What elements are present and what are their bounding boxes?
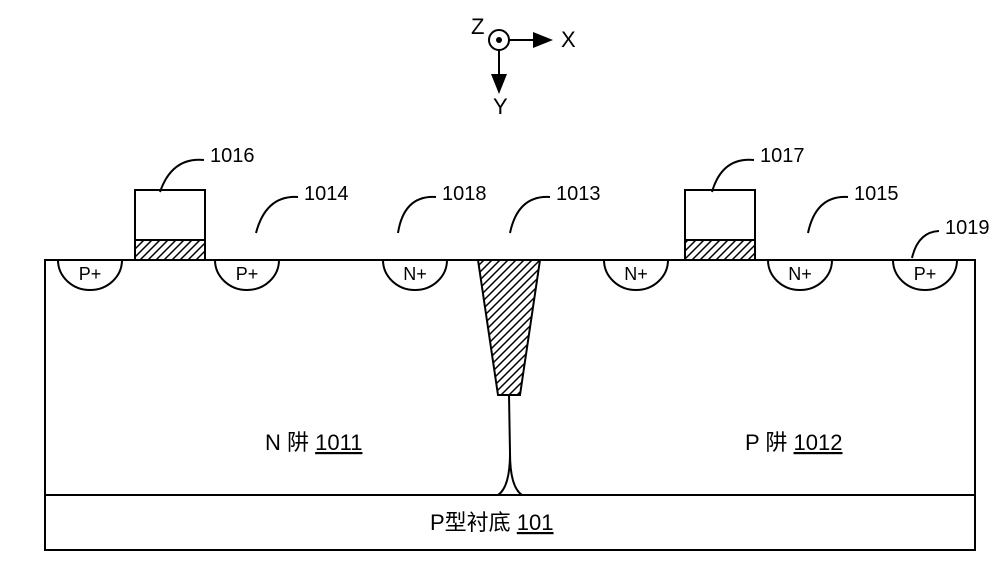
callout-leader (510, 197, 550, 233)
n-well-label: N 阱 1011 (265, 430, 362, 455)
axis-x-label: X (561, 27, 576, 52)
gate-oxide (685, 240, 755, 260)
callout-ref: 1015 (854, 183, 899, 205)
callout-ref: 1017 (760, 145, 805, 167)
sti-trench (478, 260, 540, 395)
callout-leader (712, 160, 754, 192)
doped-region-label: P+ (79, 264, 102, 284)
p-well-label: P 阱 1012 (745, 430, 842, 455)
substrate-label: P型衬底 101 (430, 510, 554, 535)
doped-region-label: P+ (236, 264, 259, 284)
callout-ref: 1014 (304, 183, 349, 205)
doped-region-label: P+ (914, 264, 937, 284)
callout-ref: 1018 (442, 183, 487, 205)
callout-leader (160, 160, 204, 192)
callout-leader (256, 197, 298, 233)
callout-ref: 1019 (945, 217, 990, 239)
callout-leader (912, 231, 939, 258)
doped-region-label: N+ (624, 264, 648, 284)
gate-oxide (135, 240, 205, 260)
callout-leader (808, 197, 848, 233)
axis-z-label: Z (471, 14, 484, 39)
callout-leader (398, 197, 436, 233)
axis-z-dot (496, 37, 502, 43)
doped-region-label: N+ (403, 264, 427, 284)
axis-y-label: Y (493, 94, 508, 119)
callout-ref: 1013 (556, 183, 601, 205)
cmos-cross-section-diagram: X Y Z P+ P+ N+ N+ N+ P+ N 阱 1011 P 阱 1012 P型衬底 101 1… (0, 0, 1000, 583)
doped-region-label: N+ (788, 264, 812, 284)
sti-tip-line (509, 395, 510, 453)
well-divider (498, 453, 522, 495)
callout-ref: 1016 (210, 145, 255, 167)
